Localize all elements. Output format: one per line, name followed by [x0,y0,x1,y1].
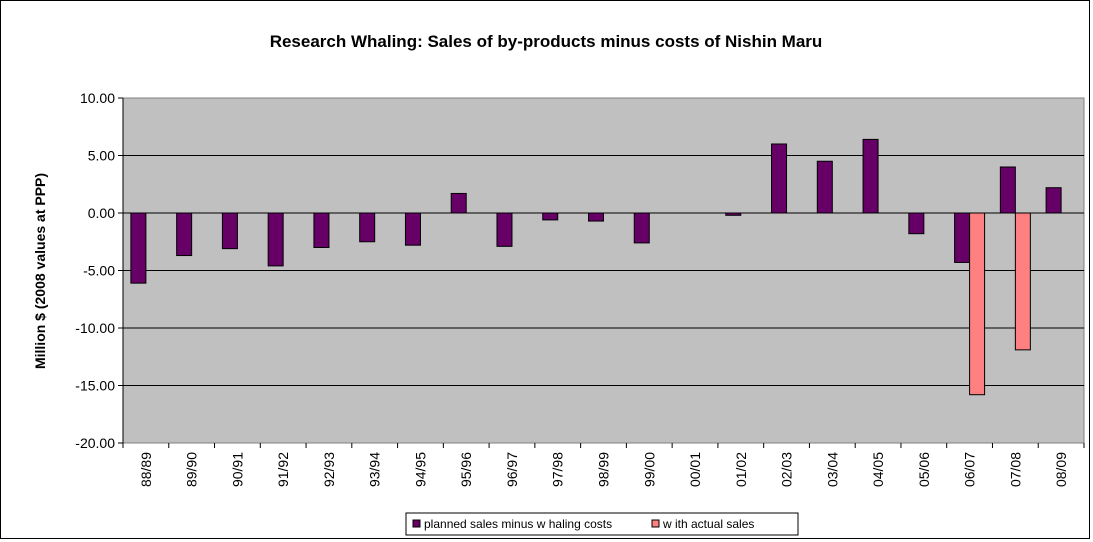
bar-planned [496,212,513,247]
x-tick-label: 98/99 [596,452,612,487]
y-tick-label: 0.00 [88,205,115,221]
y-tick-label: -15.00 [75,378,115,394]
bar-planned [588,212,604,222]
x-tick-label: 88/89 [138,452,154,487]
x-tick-label: 06/07 [962,452,978,487]
x-tick-label: 93/94 [367,452,383,487]
bar-planned [999,166,1016,214]
bar-planned [221,212,238,250]
x-tick-label: 04/05 [870,452,886,487]
x-tick-label: 96/97 [504,452,520,487]
x-tick-label: 89/90 [184,452,200,487]
x-tick-label: 97/98 [550,452,566,487]
bar-planned [130,212,147,284]
y-tick-label: 10.00 [80,90,115,106]
x-tick-label: 94/95 [412,452,428,487]
x-tick-label: 07/08 [1007,452,1023,487]
bar-planned [633,212,650,244]
bar-planned [771,143,788,214]
x-tick-label: 01/02 [733,452,749,487]
legend-box [405,512,799,536]
x-tick-label: 05/06 [916,452,932,487]
x-tick-label: 08/09 [1053,452,1069,487]
legend-swatch-planned [412,519,421,528]
bar-actual [1014,212,1031,351]
y-tick-label: -20.00 [75,435,115,451]
bars [130,138,1062,396]
x-tick-label: 92/93 [321,452,337,487]
legend-label-actual: w ith actual sales [662,517,754,531]
bar-actual [969,212,986,396]
bar-planned [404,212,421,246]
x-tick-label: 00/01 [687,452,703,487]
bar-planned [176,212,193,257]
axes [118,97,1085,448]
bar-planned [359,212,376,243]
legend-swatch-actual [651,519,660,528]
x-tick-label: 91/92 [275,452,291,487]
bar-planned [816,160,833,214]
x-tick-label: 90/91 [229,452,245,487]
y-tick-label: -10.00 [75,320,115,336]
y-tick-label: 5.00 [88,148,115,164]
x-tick-labels: 88/89 89/90 90/91 91/92 92/93 93/94 94/95 95/96… [138,452,1069,487]
bar-planned [267,212,284,267]
bar-planned [1045,187,1062,214]
x-tick-label: 02/03 [779,452,795,487]
x-tick-label: 95/96 [458,452,474,487]
chart-title: Research Whaling: Sales of by-products m… [270,32,823,51]
bar-planned [450,192,467,214]
legend: planned sales minus w haling costs w ith… [405,512,799,536]
bar-planned [908,212,925,235]
y-axis-label: Million $ (2008 values at PPP) [32,173,48,369]
bar-planned [542,212,559,221]
x-tick-label: 99/00 [641,452,657,487]
y-tick-label: -5.00 [83,263,115,279]
x-tick-label: 03/04 [824,452,840,487]
bar-planned [862,138,879,214]
y-tick-labels: 10.00 5.00 0.00 -5.00 -10.00 -15.00 -20.00 [75,90,115,451]
legend-label-planned: planned sales minus w haling costs [424,517,612,531]
bar-planned [954,212,971,263]
bar-planned [313,212,330,248]
